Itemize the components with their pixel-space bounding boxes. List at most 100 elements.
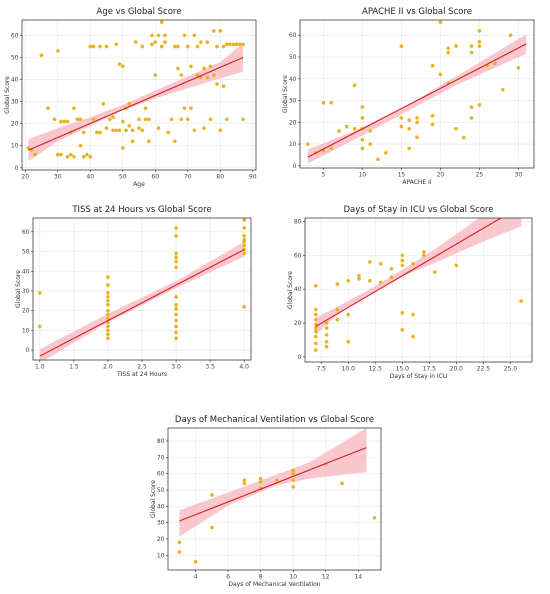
y-tick-label: 60	[157, 471, 165, 478]
scatter-point	[313, 283, 318, 288]
scatter-point	[81, 130, 86, 135]
y-tick-label: 10	[11, 143, 19, 150]
scatter-point	[378, 261, 383, 266]
confidence-band	[179, 428, 367, 537]
scatter-point	[78, 143, 83, 148]
scatter-point	[106, 328, 110, 333]
scatter-point	[52, 117, 57, 122]
scatter-point	[242, 304, 247, 309]
scatter-point	[242, 243, 247, 248]
scatter-point	[174, 324, 179, 329]
scatter-point	[218, 29, 223, 33]
scatter-point	[209, 525, 214, 530]
scatter-point	[176, 44, 180, 49]
scatter-point	[234, 42, 239, 47]
scatter-point	[368, 129, 373, 133]
scatter-point	[127, 101, 132, 106]
scatter-point	[242, 478, 247, 483]
y-tick-label: 40	[289, 76, 297, 83]
scatter-point	[454, 126, 458, 131]
scatter-point	[415, 116, 419, 120]
y-tick-label: 60	[11, 32, 19, 39]
scatter-point	[519, 299, 524, 303]
scatter-point	[415, 120, 419, 125]
scatter-point	[258, 476, 263, 481]
scatter-point	[106, 332, 110, 337]
scatter-point	[337, 129, 341, 133]
scatter-point	[446, 46, 451, 51]
x-tick-label: 10	[359, 172, 367, 179]
scatter-points	[37, 218, 247, 341]
x-tick-label: 17.5	[423, 366, 437, 373]
scatter-point	[415, 135, 419, 140]
x-tick-label: 1.5	[69, 364, 79, 371]
scatter-point	[291, 471, 296, 476]
scatter-point	[360, 146, 365, 151]
scatter-point	[174, 259, 179, 264]
scatter-point	[59, 152, 63, 157]
scatter-point	[357, 277, 361, 281]
scatter-point	[166, 130, 171, 135]
scatter-point	[174, 306, 179, 311]
scatter-point	[124, 128, 128, 133]
scatter-point	[430, 122, 435, 127]
plot-frame	[167, 427, 382, 571]
chart-title: Days of Mechanical Ventilation vs Global…	[175, 415, 374, 425]
chart-title: Days of Stay in ICU vs Global Score	[343, 205, 493, 215]
scatter-point	[407, 126, 412, 131]
scatter-point	[117, 62, 122, 66]
scatter-point	[329, 100, 334, 105]
scatter-point	[106, 290, 110, 295]
scatter-point	[75, 117, 80, 122]
y-tick-label: 40	[294, 286, 302, 293]
scatter-point	[33, 152, 37, 157]
scatter-point	[367, 260, 372, 264]
y-tick-label: 60	[294, 252, 302, 259]
y-tick-label: 60	[289, 32, 297, 39]
scatter-point	[37, 290, 42, 295]
scatter-point	[130, 139, 135, 144]
scatter-point	[357, 273, 361, 278]
scatter-point	[193, 559, 198, 564]
x-tick-label: 60	[151, 174, 159, 181]
scatter-point	[376, 157, 380, 162]
scatter-point	[469, 44, 474, 48]
confidence-band	[307, 34, 527, 164]
scatter-point	[461, 135, 466, 140]
scatter-point	[55, 49, 60, 53]
scatter-points	[313, 249, 524, 352]
scatter-point	[101, 101, 106, 106]
scatter-point	[324, 339, 329, 344]
scatter-point	[169, 117, 174, 122]
y-tick-label: 30	[22, 288, 30, 295]
scatter-point	[98, 130, 102, 135]
scatter-point	[111, 115, 115, 120]
x-axis-label: Days of Stay in ICU	[390, 373, 448, 380]
scatter-point	[224, 42, 229, 47]
x-tick-label: 25	[476, 172, 484, 179]
scatter-point	[46, 106, 50, 111]
scatter-point	[335, 317, 340, 322]
x-tick-label: 12.5	[369, 366, 383, 373]
y-axis-label: Global Score	[287, 271, 294, 309]
scatter-point	[174, 330, 179, 335]
scatter-point	[411, 261, 415, 266]
scatter-point	[174, 255, 179, 260]
scatter-point	[291, 484, 296, 489]
scatter-point	[399, 116, 404, 120]
scatter-point	[329, 146, 334, 151]
scatter-point	[174, 225, 179, 230]
x-axis-label: APACHE II	[402, 179, 432, 186]
scatter-point	[153, 40, 158, 44]
scatter-point	[192, 33, 197, 38]
x-tick-label: 30	[515, 172, 523, 179]
scatter-point	[321, 100, 326, 105]
x-tick-label: 14	[354, 574, 362, 581]
scatter-point	[140, 128, 145, 133]
scatter-point	[211, 73, 216, 78]
scatter-point	[94, 130, 99, 135]
scatter-point	[143, 117, 148, 122]
y-tick-label: 0	[298, 354, 302, 361]
scatter-point	[172, 44, 177, 49]
x-tick-label: 1.0	[35, 364, 45, 371]
